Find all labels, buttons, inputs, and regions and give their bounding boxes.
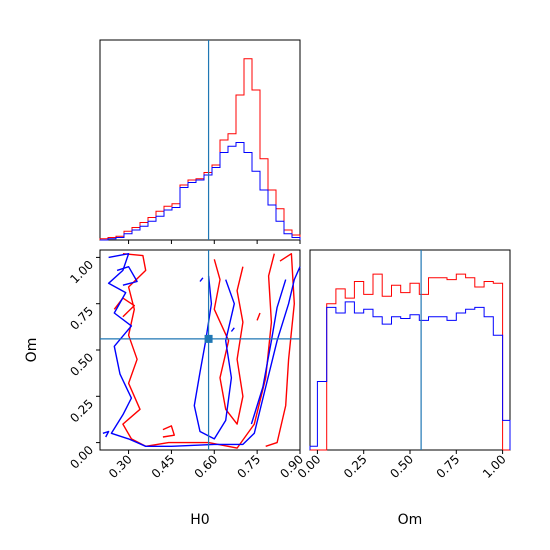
contour-run2-1 — [107, 253, 301, 447]
contour-run1-6 — [256, 312, 261, 321]
hist-h0-series-1 — [99, 58, 301, 240]
scatter-ytick-label-2: 0.50 — [67, 350, 96, 379]
contour-run2-3 — [193, 275, 235, 440]
scatter-ytick-label-1: 0.25 — [67, 397, 96, 426]
scatter-xtick-label-0: 0.30 — [106, 452, 135, 481]
contour-run2-2 — [250, 279, 287, 425]
contour-run1-4 — [113, 297, 135, 318]
xlabel-h0: H0 — [190, 512, 209, 528]
scatter-ytick-label-4: 1.00 — [67, 258, 96, 287]
hist-om-xtick-label-3: 0.75 — [434, 452, 463, 481]
scatter-xtick-label-1: 0.45 — [149, 452, 178, 481]
xlabel-om: Om — [398, 512, 423, 528]
hist-om-xtick-label-2: 0.50 — [387, 452, 416, 481]
scatter-xtick-label-3: 0.75 — [234, 452, 263, 481]
chart-marks — [99, 40, 511, 451]
contour-run2-6 — [230, 327, 235, 332]
hist-om-xtick-label-4: 1.00 — [480, 452, 509, 481]
scatter-xtick-label-2: 0.60 — [192, 452, 221, 481]
truth-marker — [204, 334, 213, 343]
ylabel-om: Om — [24, 338, 40, 363]
contour-run2-7 — [102, 430, 110, 438]
hist-om-frame — [309, 249, 511, 451]
contour-run1-3 — [213, 259, 244, 425]
contour-run2-5 — [199, 277, 204, 282]
contour-run1-1 — [122, 253, 275, 449]
scatter-ytick-label-0: 0.00 — [67, 443, 96, 472]
scatter-ytick-label-3: 0.75 — [67, 304, 96, 333]
contour-run1-5 — [162, 425, 175, 438]
contour-run1-2 — [265, 253, 295, 447]
hist-om-series-1 — [310, 273, 510, 451]
hist-h0-series-2 — [100, 142, 301, 241]
hist-om-series-2 — [309, 301, 511, 450]
hist-h0-frame — [99, 39, 301, 241]
hist-om-xtick-label-1: 0.25 — [341, 452, 370, 481]
contour-run2-4 — [116, 266, 138, 286]
